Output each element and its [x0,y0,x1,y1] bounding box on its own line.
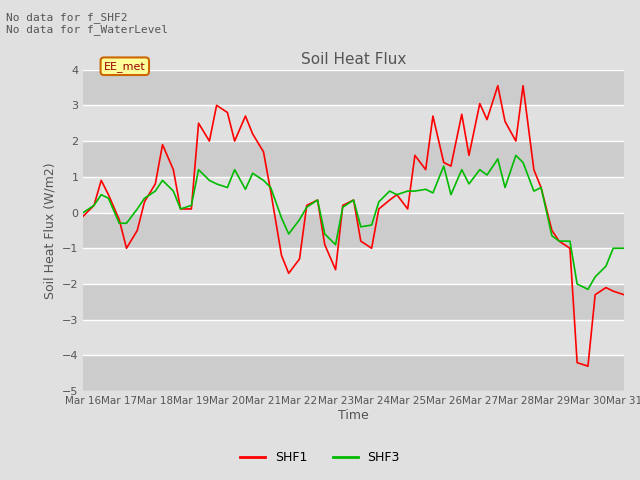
Bar [83,70,624,105]
Text: EE_met: EE_met [104,61,146,72]
Legend: SHF1, SHF3: SHF1, SHF3 [235,446,405,469]
Bar [83,284,624,320]
X-axis label: Time: Time [338,409,369,422]
Bar [83,356,624,391]
Y-axis label: Soil Heat Flux (W/m2): Soil Heat Flux (W/m2) [44,162,56,299]
Bar [83,320,624,356]
Bar [83,248,624,284]
Bar [83,177,624,213]
Text: No data for f_SHF2
No data for f_WaterLevel: No data for f_SHF2 No data for f_WaterLe… [6,12,168,36]
Bar [83,141,624,177]
Title: Soil Heat Flux: Soil Heat Flux [301,52,406,67]
Bar [83,105,624,141]
Bar [83,213,624,248]
